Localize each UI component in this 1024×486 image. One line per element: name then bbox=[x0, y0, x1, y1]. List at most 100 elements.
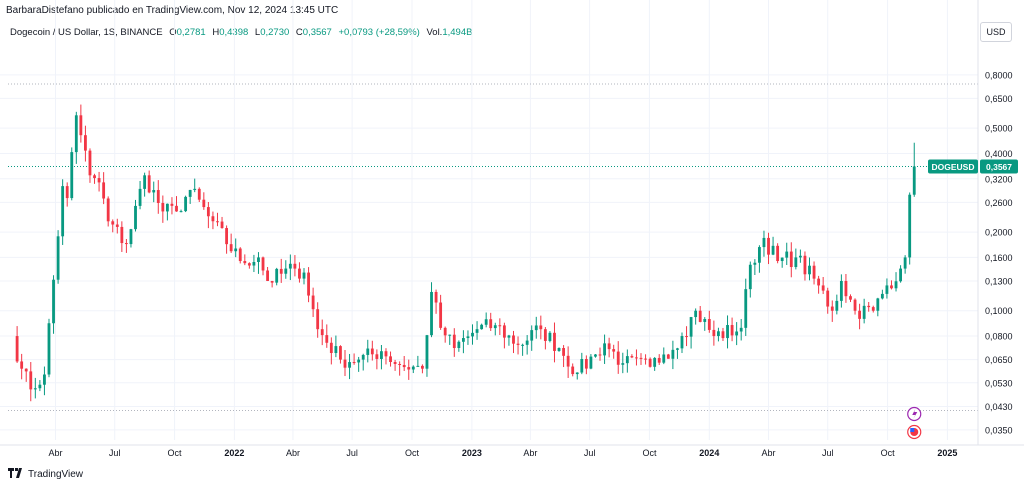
candle-body bbox=[685, 336, 688, 338]
y-tick-label: 0,2000 bbox=[985, 228, 1013, 238]
y-tick-label: 0,4000 bbox=[985, 149, 1013, 159]
candle-body bbox=[284, 268, 288, 274]
candle-body bbox=[270, 280, 274, 283]
candle-body bbox=[93, 175, 96, 179]
candle-body bbox=[653, 357, 657, 367]
candle-body bbox=[452, 334, 456, 349]
volume-label: Vol. bbox=[426, 27, 443, 38]
candle-body bbox=[197, 188, 201, 200]
candle-body bbox=[794, 257, 798, 268]
candle-body bbox=[261, 257, 265, 271]
candle-body bbox=[352, 362, 356, 364]
last-price-tag-label: 0,3567 bbox=[986, 162, 1012, 172]
candle-body bbox=[65, 186, 69, 199]
candle-body bbox=[894, 281, 898, 289]
candle-body bbox=[143, 175, 147, 189]
candle-body bbox=[275, 268, 279, 283]
candle-body bbox=[361, 354, 365, 360]
symbol-price-tag bbox=[928, 159, 978, 174]
candle-body bbox=[712, 329, 716, 337]
candle-body bbox=[480, 324, 484, 330]
candle-body bbox=[20, 361, 24, 369]
candle-body bbox=[38, 384, 42, 389]
candle-body bbox=[175, 205, 178, 212]
candle-body bbox=[580, 359, 584, 373]
x-tick-label: Jul bbox=[822, 448, 834, 458]
y-tick-label: 0,5000 bbox=[985, 124, 1013, 134]
candle-body bbox=[97, 178, 101, 183]
candle-body bbox=[589, 356, 593, 369]
candle-body bbox=[279, 268, 283, 274]
candle-body bbox=[521, 344, 525, 346]
candle-body bbox=[489, 319, 493, 329]
x-tick-label: Jul bbox=[109, 448, 121, 458]
x-tick-label: Oct bbox=[405, 448, 420, 458]
candle-body bbox=[512, 335, 515, 344]
candle-body bbox=[676, 348, 679, 350]
candle-body bbox=[885, 285, 889, 294]
candle-body bbox=[193, 188, 197, 190]
candle-body bbox=[29, 371, 33, 390]
candle-body bbox=[211, 216, 215, 222]
candle-body bbox=[780, 257, 784, 262]
candle-body bbox=[717, 331, 720, 337]
candle-body bbox=[466, 336, 470, 339]
open-label: O bbox=[169, 27, 177, 38]
symbol-name[interactable]: Dogecoin / US Dollar, 1S, BINANCE bbox=[10, 27, 163, 38]
candle-body bbox=[694, 310, 698, 318]
candle-body bbox=[84, 135, 87, 151]
candle-body bbox=[844, 280, 848, 297]
candle-body bbox=[165, 203, 169, 212]
candle-body bbox=[225, 228, 229, 245]
candle-body bbox=[644, 358, 647, 360]
candle-body bbox=[484, 319, 488, 325]
x-tick-label: 2024 bbox=[699, 448, 719, 458]
candle-body bbox=[47, 323, 51, 375]
candle-body bbox=[329, 342, 333, 354]
low-value: 0,2730 bbox=[260, 27, 290, 38]
us-flag-canton-icon bbox=[910, 428, 915, 432]
candle-body bbox=[871, 307, 875, 311]
lightning-glyph-icon bbox=[912, 409, 918, 419]
attribution-text: BarbaraDistefano publicado en TradingVie… bbox=[6, 5, 339, 16]
candle-body bbox=[15, 336, 19, 362]
candle-body bbox=[771, 245, 775, 255]
candle-body bbox=[621, 363, 625, 365]
candle-body bbox=[325, 335, 329, 343]
candle-body bbox=[808, 265, 811, 275]
candle-body bbox=[434, 291, 438, 303]
y-tick-label: 0,6500 bbox=[985, 94, 1013, 104]
close-label: C bbox=[295, 27, 303, 38]
x-tick-label: Abr bbox=[48, 448, 62, 458]
candle-body bbox=[334, 346, 338, 354]
currency-button[interactable]: USD bbox=[980, 22, 1012, 42]
candles bbox=[15, 104, 916, 402]
candle-body bbox=[748, 264, 752, 290]
candle-body bbox=[912, 166, 916, 195]
y-tick-label: 0,0530 bbox=[985, 378, 1013, 388]
candle-body bbox=[457, 341, 461, 349]
candle-body bbox=[156, 190, 160, 203]
candle-body bbox=[803, 255, 807, 275]
candle-body bbox=[102, 182, 106, 199]
candle-body bbox=[202, 199, 206, 208]
tradingview-footer[interactable]: TradingView bbox=[8, 468, 83, 481]
candle-body bbox=[835, 300, 839, 311]
candle-body bbox=[411, 366, 415, 370]
y-tick-label: 0,8000 bbox=[985, 70, 1013, 80]
x-tick-label: Jul bbox=[584, 448, 596, 458]
candle-body bbox=[767, 237, 770, 255]
candle-body bbox=[384, 351, 388, 357]
candle-body bbox=[867, 305, 871, 308]
candle-body bbox=[179, 211, 183, 213]
candle-body bbox=[52, 279, 55, 324]
candle-body bbox=[607, 343, 611, 350]
candle-body bbox=[74, 115, 78, 153]
candle-body bbox=[229, 244, 233, 252]
x-tick-label: Oct bbox=[642, 448, 657, 458]
candle-body bbox=[530, 330, 534, 341]
candle-body bbox=[635, 357, 638, 359]
candle-body bbox=[216, 221, 219, 223]
candle-body bbox=[266, 270, 269, 281]
